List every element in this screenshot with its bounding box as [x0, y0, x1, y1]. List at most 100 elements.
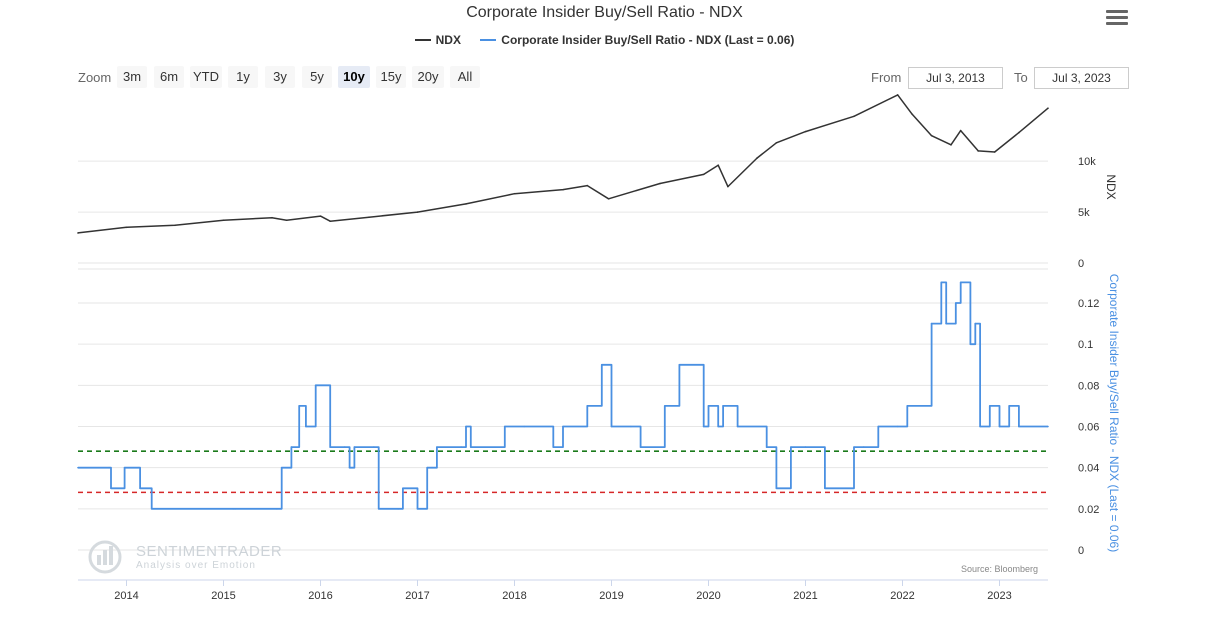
zoom-10y-button[interactable]: 10y — [338, 66, 370, 88]
ndx-data-point — [959, 129, 962, 132]
x-tick-label: 2017 — [405, 590, 429, 602]
legend-item-ratio[interactable]: Corporate Insider Buy/Sell Ratio - NDX (… — [480, 33, 794, 47]
reference-lines — [78, 450, 1048, 494]
zoom-5y-button[interactable]: 5y — [302, 66, 332, 88]
ratio-data-point — [630, 425, 632, 428]
ratio-data-point — [853, 446, 855, 448]
ratio-data-point — [562, 425, 564, 428]
ndx-data-point — [319, 215, 322, 217]
ratio-data-point — [470, 446, 472, 448]
ratio-data-point — [586, 405, 589, 407]
ndx-data-point — [977, 150, 979, 152]
ndx-data-point — [285, 219, 288, 222]
zoom-20y-button[interactable]: 20y — [412, 66, 444, 88]
legend-swatch-ratio — [480, 38, 497, 41]
ratio-data-point — [664, 405, 666, 407]
ratio-data-point — [940, 281, 943, 284]
ndx-data-point — [607, 198, 610, 200]
ratio-data-point — [945, 322, 947, 325]
ratio-axis-title: Corporate Insider Buy/Sell Ratio - NDX (… — [1107, 274, 1121, 552]
ratio-tick-label: 0 — [1078, 545, 1084, 557]
watermark-logo-bar — [109, 546, 113, 565]
ndx-data-point — [77, 232, 79, 234]
ratio-data-point — [397, 508, 399, 510]
ratio-data-point — [77, 466, 79, 469]
ratio-data-point — [436, 446, 438, 448]
ratio-data-point — [989, 405, 991, 407]
ratio-tick-label: 0.04 — [1078, 463, 1099, 475]
ratio-data-point — [305, 425, 307, 428]
ratio-data-point — [329, 446, 332, 448]
ratio-data-point — [121, 487, 124, 490]
ratio-tick-label: 0.08 — [1078, 380, 1099, 392]
x-tick-label: 2015 — [211, 590, 235, 602]
ratio-data-point — [959, 281, 962, 284]
ndx-data-point — [125, 226, 128, 229]
x-tick-label: 2016 — [308, 590, 332, 602]
ndx-data-point — [702, 173, 705, 176]
axes: 0 5k 10k 0 0.02 0.04 0.06 0.08 0.1 0.12 2014 2015 20… — [78, 156, 1099, 602]
watermark: SENTIMENTRADER Analysis over Emotion — [88, 540, 282, 574]
ratio-data-point — [353, 446, 356, 448]
ratio-data-point — [411, 487, 414, 490]
x-tick-label: 2020 — [696, 590, 720, 602]
ratio-tick-label: 0.1 — [1078, 339, 1093, 351]
ratio-data-point — [702, 425, 705, 428]
ratio-data-point — [601, 363, 603, 366]
ndx-data-point — [1047, 107, 1049, 109]
x-tick-label: 2021 — [793, 590, 817, 602]
ratio-data-point — [610, 425, 613, 428]
ndx-data-point — [329, 220, 332, 223]
legend-label-ratio: Corporate Insider Buy/Sell Ratio - NDX (… — [501, 33, 795, 47]
ratio-data-point — [348, 466, 351, 469]
ndx-data-point — [896, 94, 899, 96]
ratio-data-point — [465, 425, 467, 428]
ratio-data-point — [148, 487, 151, 490]
ndx-tick-label: 5k — [1078, 207, 1090, 219]
to-label: To — [1014, 70, 1028, 85]
ndx-data-point — [930, 134, 933, 137]
ratio-tick-label: 0.12 — [1078, 298, 1099, 310]
ratio-data-point — [979, 425, 981, 428]
zoom-3y-button[interactable]: 3y — [265, 66, 295, 88]
ndx-data-point — [853, 115, 855, 118]
ndx-data-point — [1018, 131, 1020, 134]
zoom-15y-button[interactable]: 15y — [376, 66, 406, 88]
ratio-data-point — [998, 425, 1001, 428]
watermark-name: SENTIMENTRADER — [136, 543, 282, 560]
ratio-data-point — [969, 343, 972, 345]
ratio-data-point — [431, 466, 433, 469]
zoom-all-button[interactable]: All — [450, 66, 480, 88]
watermark-logo-bar — [103, 550, 107, 565]
ndx-data-point — [717, 164, 719, 166]
ratio-data-point — [722, 405, 724, 407]
ndx-data-point — [950, 144, 952, 146]
ratio-data-point — [804, 446, 807, 448]
ratio-data-point — [736, 425, 739, 428]
ratio-data-point — [137, 466, 139, 469]
ratio-data-point — [139, 487, 141, 490]
watermark-logo-bar — [97, 555, 101, 565]
ratio-data-point — [290, 446, 293, 448]
zoom-6m-button[interactable]: 6m — [154, 66, 184, 88]
ndx-data-point — [465, 203, 467, 205]
from-date-input[interactable]: Jul 3, 2013 — [908, 67, 1003, 89]
ndx-data-point — [562, 188, 564, 191]
ratio-data-point — [790, 446, 792, 448]
to-date-input[interactable]: Jul 3, 2023 — [1034, 67, 1129, 89]
zoom-3m-button[interactable]: 3m — [117, 66, 147, 88]
ratio-data-point — [765, 446, 768, 448]
ndx-tick-label: 10k — [1078, 156, 1096, 168]
legend-item-ndx[interactable]: NDX — [414, 33, 461, 47]
watermark-tagline: Analysis over Emotion — [136, 560, 256, 571]
hamburger-menu-icon[interactable] — [1106, 10, 1128, 28]
ratio-data-point — [280, 466, 283, 469]
ratio-data-point — [678, 363, 681, 366]
zoom-ytd-button[interactable]: YTD — [190, 66, 222, 88]
zoom-1y-button[interactable]: 1y — [228, 66, 258, 88]
ndx-data-point — [756, 157, 758, 159]
series-group — [77, 94, 1049, 510]
ratio-data-point — [402, 487, 404, 490]
ndx-data-point — [775, 141, 778, 144]
